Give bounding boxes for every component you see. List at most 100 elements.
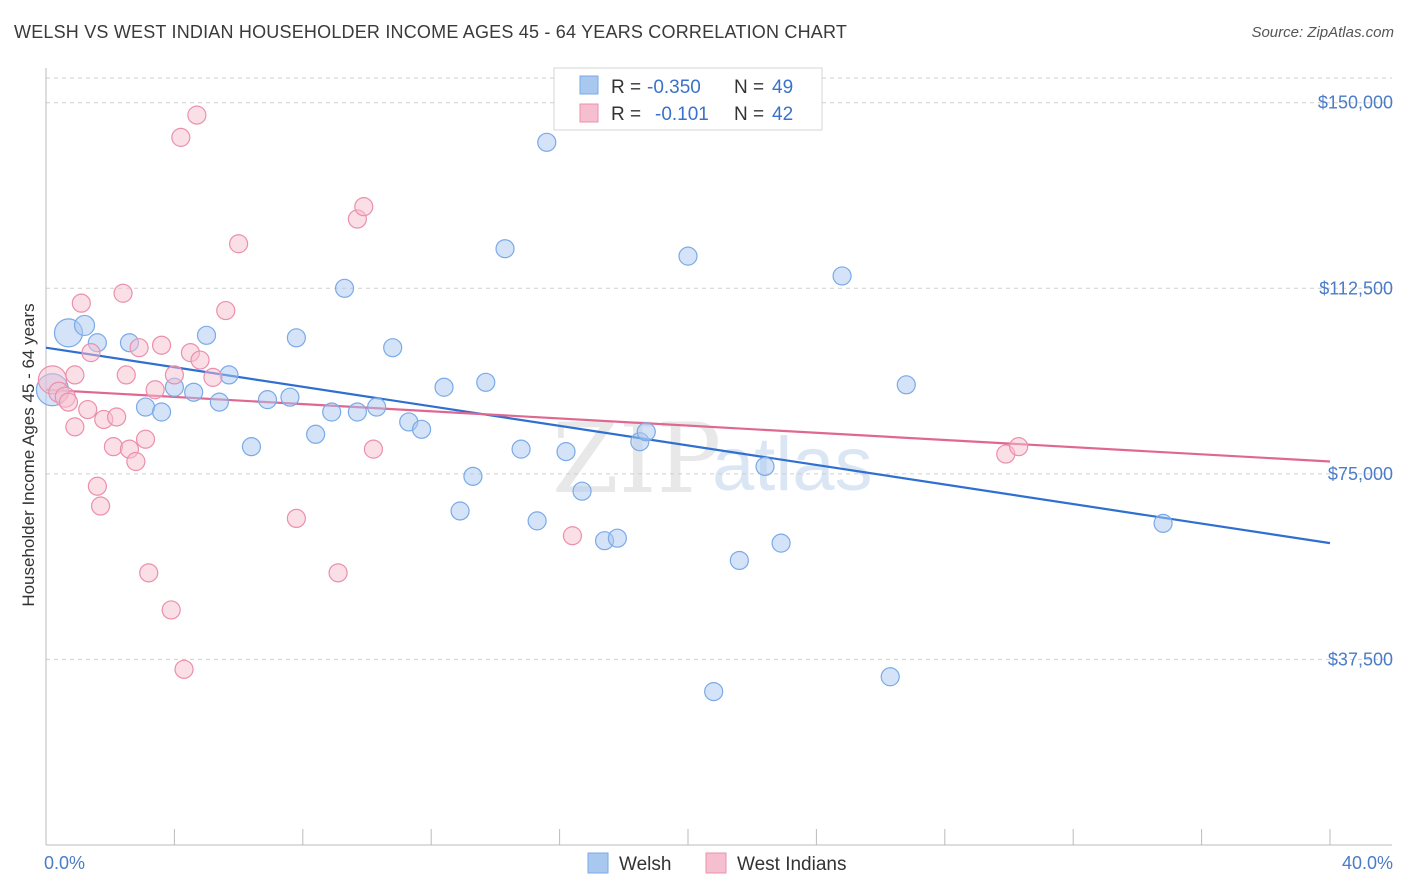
welsh-point <box>196 325 217 345</box>
welsh-point <box>556 442 576 462</box>
west-indians-point <box>116 365 136 385</box>
welsh-point <box>135 397 156 417</box>
stats-r-label-west-indians: R = <box>611 104 641 125</box>
chart-title: WELSH VS WEST INDIAN HOUSEHOLDER INCOME … <box>14 22 848 42</box>
legend-label-welsh: Welsh <box>619 854 671 875</box>
bottom-legend: Welsh West Indians <box>587 852 846 875</box>
stats-r-label-welsh: R = <box>611 77 641 98</box>
west-indians-point <box>107 407 127 427</box>
y-tick-label: $37,500 <box>1328 649 1393 669</box>
welsh-point <box>678 246 698 266</box>
welsh-point <box>495 239 515 259</box>
welsh-point <box>280 387 300 407</box>
axes <box>45 68 1392 846</box>
welsh-point <box>347 402 367 422</box>
west-indians-point <box>65 417 85 437</box>
stats-legend: R = -0.350 N = 49 R = -0.101 N = 42 <box>553 67 823 131</box>
welsh-point <box>411 419 432 439</box>
stats-n-value-west-indians: 42 <box>772 104 793 125</box>
west-indians-point <box>145 380 165 400</box>
legend-label-west-indians: West Indians <box>737 854 846 875</box>
welsh-point <box>636 422 656 442</box>
west-indians-point <box>151 335 172 355</box>
stats-legend-box <box>553 67 823 131</box>
source-label: Source: ZipAtlas.com <box>1251 24 1394 41</box>
west-indians-point <box>113 283 133 303</box>
west-indians-point <box>1009 437 1029 457</box>
west-indians-point <box>190 350 210 370</box>
x-tick-label: 0.0% <box>44 853 85 873</box>
welsh-point <box>219 365 239 385</box>
west-indians-point <box>87 476 107 496</box>
legend-swatch-west-indians <box>705 852 727 874</box>
west-indians-point <box>139 563 159 583</box>
welsh-point <box>511 439 531 459</box>
welsh-point <box>286 328 306 348</box>
stats-legend-swatch-welsh <box>579 75 599 95</box>
y-axis-label: Householder Income Ages 45 - 64 years <box>19 303 38 606</box>
west-indians-point <box>103 437 124 457</box>
welsh-point <box>1153 513 1173 533</box>
welsh-point <box>257 390 278 410</box>
welsh-point <box>729 550 749 571</box>
welsh-point <box>880 667 900 687</box>
welsh-point <box>832 266 852 286</box>
west-indians-point <box>161 600 181 620</box>
welsh-point <box>306 424 326 444</box>
west-indians-point <box>78 399 98 420</box>
welsh-trendline <box>45 346 1331 545</box>
watermark-atlas: atlas <box>712 422 873 507</box>
welsh-point <box>527 511 547 531</box>
y-tick-labels: $37,500 $75,000 $112,500 $150,000 <box>1318 93 1393 670</box>
stats-n-label-west-indians: N = <box>734 104 764 125</box>
y-tick-label: $75,000 <box>1328 464 1393 484</box>
welsh-point <box>334 278 355 298</box>
welsh-point <box>607 528 627 548</box>
welsh-point <box>463 466 483 486</box>
west-indians-point <box>65 365 85 385</box>
stats-legend-swatch-west-indians <box>579 103 599 123</box>
west-indians-point <box>328 563 348 583</box>
stats-r-value-west-indians: -0.101 <box>655 104 709 125</box>
west-indians-point <box>187 105 207 125</box>
west-indians-point <box>203 367 223 387</box>
west-indians-point <box>126 451 146 472</box>
west-indians-point <box>164 365 184 385</box>
x-tick-labels: 0.0% 40.0% <box>44 853 1393 873</box>
west-indians-point <box>286 508 306 529</box>
welsh-point <box>241 437 262 457</box>
stats-n-label-welsh: N = <box>734 77 764 98</box>
west-indians-point <box>129 338 149 358</box>
west-indians-point <box>562 526 583 546</box>
west-indians-point <box>174 659 194 679</box>
stats-n-value-welsh: 49 <box>772 77 793 98</box>
welsh-point <box>209 392 229 412</box>
y-tick-label: $150,000 <box>1318 93 1393 113</box>
west-indians-point <box>171 127 191 147</box>
west-indians-point <box>354 197 374 217</box>
west-indians-point <box>135 429 156 449</box>
welsh-point <box>704 681 724 702</box>
welsh-point <box>184 382 204 402</box>
welsh-point <box>383 338 403 358</box>
gridlines <box>46 77 1392 660</box>
welsh-point <box>476 372 496 392</box>
stats-r-value-welsh: -0.350 <box>647 77 701 98</box>
points <box>35 105 1173 702</box>
welsh-point <box>151 402 172 422</box>
welsh-point <box>450 501 470 521</box>
west-indians-point <box>58 392 79 412</box>
x-tick-label: 40.0% <box>1342 853 1393 873</box>
welsh-point <box>367 397 387 417</box>
welsh-point <box>537 132 557 152</box>
west-indians-point <box>81 343 101 363</box>
welsh-point <box>572 481 592 501</box>
welsh-point <box>434 377 454 397</box>
west-indians-point <box>71 293 91 313</box>
west-indians-point <box>216 300 236 321</box>
y-tick-label: $112,500 <box>1319 278 1393 298</box>
west-indians-point <box>90 496 111 516</box>
legend-swatch-welsh <box>587 852 609 874</box>
welsh-point <box>755 456 775 477</box>
